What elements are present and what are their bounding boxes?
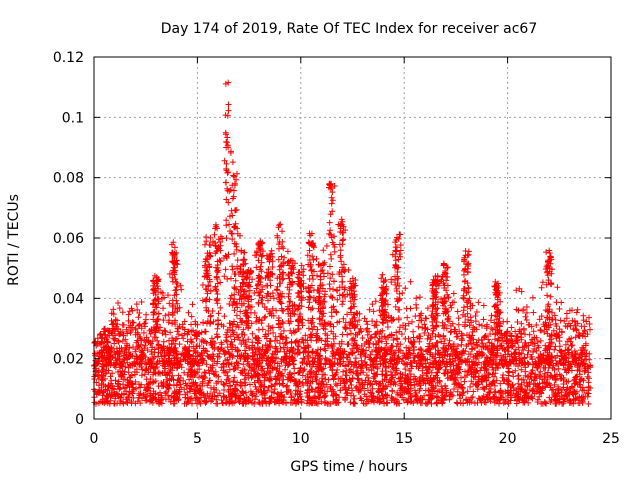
roti-point-markers	[91, 79, 594, 407]
x-tick-label: 5	[193, 431, 202, 447]
x-tick-label: 25	[602, 431, 620, 447]
x-axis-label: GPS time / hours	[290, 459, 407, 475]
y-tick-label: 0	[75, 412, 84, 428]
y-tick-label: 0.08	[53, 171, 84, 187]
x-tick-label: 15	[395, 431, 413, 447]
x-tick-label: 20	[499, 431, 517, 447]
y-axis-ticks: 0 0.02 0.04 0.06 0.08 0.1 0.12	[53, 50, 611, 428]
chart-title: Day 174 of 2019, Rate Of TEC Index for r…	[161, 21, 537, 37]
y-tick-label: 0.04	[53, 291, 84, 307]
x-tick-label: 0	[90, 431, 99, 447]
x-axis-ticks: 0 5 10 15 20 25	[90, 57, 620, 447]
y-tick-label: 0.06	[53, 231, 84, 247]
y-tick-label: 0.12	[53, 50, 84, 66]
y-tick-label: 0.02	[53, 352, 84, 368]
data-points	[91, 79, 594, 407]
y-tick-label: 0.1	[62, 110, 84, 126]
x-tick-label: 10	[292, 431, 310, 447]
y-axis-label: ROTI / TECUs	[6, 194, 22, 286]
